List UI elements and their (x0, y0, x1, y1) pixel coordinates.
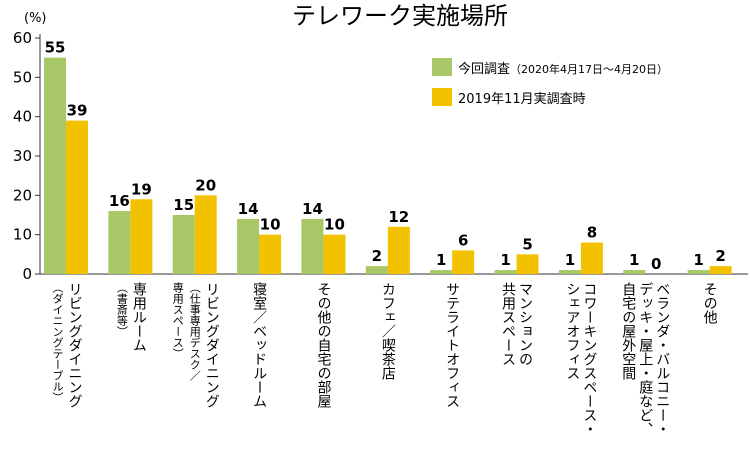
category-label-line: その他 (702, 282, 718, 325)
value-label: 39 (67, 102, 88, 120)
value-label: 14 (302, 200, 323, 218)
category-label: コワーキングスペース・シェアオフィス (564, 282, 597, 436)
bar-previous (259, 234, 282, 274)
bars (44, 57, 732, 274)
value-label: 1 (500, 251, 510, 269)
category-label-line: その他の自宅の部屋 (315, 282, 331, 409)
bar-current (494, 270, 517, 274)
value-label: 12 (388, 208, 409, 226)
category-label: その他の自宅の部屋 (315, 282, 331, 409)
value-label: 55 (45, 39, 66, 57)
value-label: 6 (458, 231, 468, 249)
legend: 今回調査（2020年4月17日〜4月20日） 2019年11月実調査時 (432, 58, 668, 107)
bar-previous (580, 242, 603, 274)
bar-previous (66, 120, 88, 274)
legend-series-name: 今回調査 (458, 61, 510, 77)
legend-label: 2019年11月実調査時 (458, 91, 586, 107)
bar-current (430, 270, 453, 274)
bar-previous (516, 254, 539, 274)
value-label: 5 (522, 235, 532, 253)
bar-previous (323, 234, 346, 274)
category-label: ベランダ・バルコニー・デッキ・屋上・庭など、自宅の屋外空間 (620, 282, 670, 436)
legend-swatch (432, 88, 452, 106)
value-label: 1 (693, 251, 703, 269)
bar-previous (452, 250, 475, 274)
y-tick-label: 10 (13, 226, 32, 244)
y-tick-label: 50 (13, 68, 32, 86)
category-label-line: （ダイニングテーブル） (51, 282, 64, 403)
legend-label: 今回調査（2020年4月17日〜4月20日） (458, 61, 668, 77)
category-label-line: コワーキングスペース・ (581, 282, 597, 436)
bar-current (687, 270, 710, 274)
value-label: 15 (173, 196, 194, 214)
category-label: サテライトオフィス (444, 282, 460, 408)
y-tick-label: 60 (13, 29, 32, 47)
category-label-line: カフェ／喫茶店 (380, 282, 396, 380)
category-label-line: サテライトオフィス (444, 282, 460, 408)
bar-previous (709, 266, 732, 274)
value-label: 10 (324, 216, 345, 234)
category-labels: リビングダイニング（ダイニングテーブル） 専用ルーム（書斎等） リビングダイニング（… (51, 281, 718, 436)
bar-previous (194, 195, 217, 274)
category-label: カフェ／喫茶店 (380, 282, 396, 380)
value-label: 8 (587, 224, 597, 242)
bar-current (365, 266, 388, 274)
value-label: 1 (629, 251, 639, 269)
category-label: リビングダイニング（仕事専用デスク／ 専用スペース） (171, 282, 220, 409)
category-label-line: （書斎等） (115, 282, 128, 337)
category-label-line: シェアオフィス (564, 282, 580, 380)
value-label: 1 (565, 251, 575, 269)
legend-series-note: （2020年4月17日〜4月20日） (510, 62, 668, 76)
category-label: リビングダイニング（ダイニングテーブル） (51, 282, 83, 408)
category-label: その他 (702, 282, 718, 325)
category-label: 寝室／ベッドルーム (251, 281, 267, 408)
bar-current (558, 270, 581, 274)
y-axis-unit: (%) (24, 11, 47, 26)
bar-current (172, 215, 195, 274)
legend-swatch (432, 58, 452, 76)
bar-current (623, 270, 646, 274)
bar-previous (130, 199, 153, 274)
value-label: 2 (372, 247, 382, 265)
category-label-line: 自宅の屋外空間 (620, 282, 636, 381)
category-label-line: リビングダイニング (67, 282, 83, 408)
chart-title: テレワーク実施場所 (292, 2, 508, 30)
y-tick-label: 0 (22, 265, 32, 283)
category-label-line: 専用ルーム (131, 282, 147, 352)
bar-current (44, 57, 66, 274)
category-label-line: 共用スペース (500, 282, 516, 366)
category-label-line: リビングダイニング (204, 282, 220, 408)
category-label-line: （仕事専用デスク／ (188, 282, 201, 381)
category-label-line: マンションの (517, 282, 533, 366)
y-tick-label: 20 (13, 186, 32, 204)
legend-series-name: 2019年11月実調査時 (458, 91, 586, 107)
bar-current (301, 218, 324, 274)
bar-current (108, 211, 131, 274)
value-label: 19 (131, 180, 152, 198)
y-tick-label: 40 (13, 108, 32, 126)
category-label: 専用ルーム（書斎等） (115, 282, 146, 352)
value-label: 14 (238, 200, 259, 218)
category-label-line: デッキ・屋上・庭など、 (637, 282, 653, 436)
category-label-line: 専用スペース） (171, 282, 184, 359)
value-label: 20 (195, 176, 216, 194)
value-label: 16 (109, 192, 130, 210)
bar-previous (387, 226, 410, 274)
category-label-line: ベランダ・バルコニー・ (654, 282, 670, 436)
value-label: 1 (436, 251, 446, 269)
value-label: 2 (715, 247, 725, 265)
y-tick-label: 30 (13, 147, 32, 165)
category-label-line: 寝室／ベッドルーム (251, 281, 267, 408)
value-label: 0 (651, 255, 661, 273)
value-label: 10 (260, 216, 281, 234)
bar-current (237, 218, 260, 274)
